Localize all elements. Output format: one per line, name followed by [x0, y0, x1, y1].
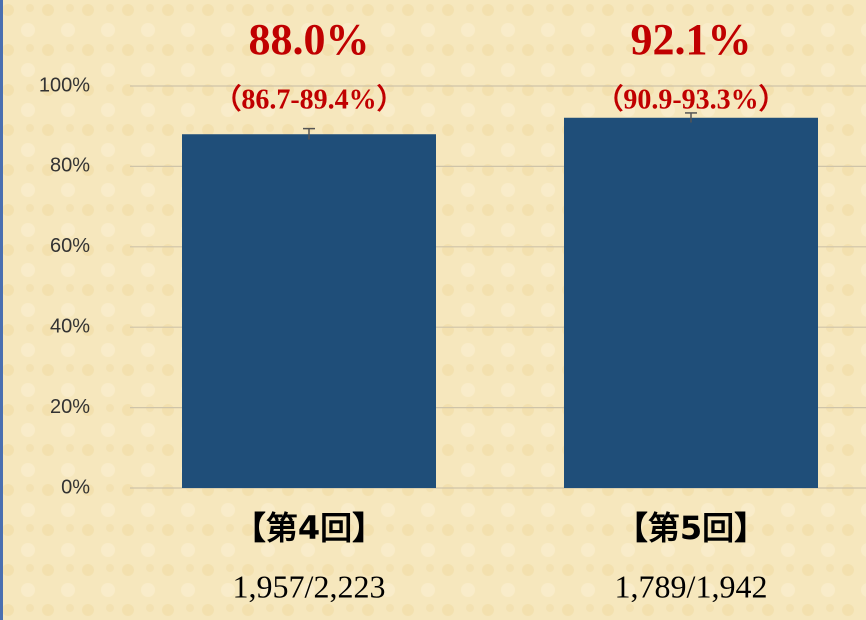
- count-label: 1,957/2,223: [233, 568, 386, 604]
- y-tick-label: 0%: [61, 476, 90, 498]
- left-border: [0, 0, 3, 620]
- count-label: 1,789/1,942: [615, 568, 768, 604]
- y-tick-label: 60%: [50, 235, 90, 257]
- x-tick-label: 【第5回】: [616, 509, 766, 547]
- ci-label: （86.7-89.4%）: [213, 82, 404, 115]
- value-label: 88.0%: [249, 15, 370, 64]
- x-tick-label: 【第4回】: [234, 509, 384, 547]
- y-tick-label: 20%: [50, 396, 90, 418]
- y-tick-label: 40%: [50, 315, 90, 337]
- bar: [564, 117, 818, 489]
- y-tick-label: 100%: [39, 74, 90, 96]
- bar: [182, 134, 436, 489]
- ci-label: （90.9-93.3%）: [595, 82, 786, 115]
- value-label: 92.1%: [631, 15, 752, 64]
- y-tick-label: 80%: [50, 155, 90, 177]
